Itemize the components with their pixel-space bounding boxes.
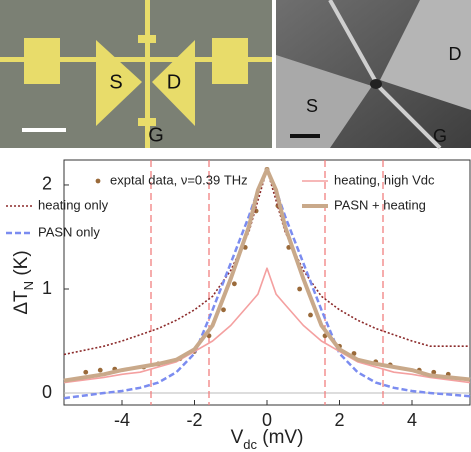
x-axis-label-part: (mV) bbox=[257, 427, 303, 448]
data-point bbox=[98, 368, 103, 373]
optical-image: S D G bbox=[0, 0, 272, 148]
x-tick-label: -4 bbox=[114, 410, 130, 430]
y-tick-label: 2 bbox=[42, 174, 52, 194]
y-tick-label: 1 bbox=[42, 278, 52, 298]
legend-label: PASN only bbox=[38, 224, 100, 239]
data-point bbox=[297, 287, 302, 292]
x-axis-label-part: V bbox=[231, 427, 244, 448]
y-tick-label: 0 bbox=[42, 382, 52, 402]
image-label: S bbox=[109, 71, 122, 93]
data-point bbox=[221, 307, 226, 312]
legend-label: PASN + heating bbox=[334, 197, 426, 212]
image-label: G bbox=[433, 126, 447, 146]
legend-marker bbox=[96, 179, 101, 184]
image-label: G bbox=[148, 124, 164, 146]
sem-image: S D G bbox=[276, 0, 471, 148]
image-label: D bbox=[449, 44, 462, 64]
x-axis-label: Vdc (mV) bbox=[231, 427, 304, 452]
y-axis-label-part: N bbox=[21, 281, 36, 290]
legend-label: heating, high Vdc bbox=[334, 172, 435, 187]
x-tick-label: -2 bbox=[186, 410, 202, 430]
x-axis-label-part: dc bbox=[243, 437, 257, 452]
legend-label: heating only bbox=[38, 197, 109, 212]
figure: S D G S D G 012-4-2024exptal data, ν=0.3… bbox=[0, 0, 471, 452]
legend-label: exptal data, ν=0.39 THz bbox=[110, 172, 248, 187]
y-axis-label-part: (K) bbox=[11, 250, 32, 281]
data-point bbox=[308, 313, 313, 318]
series-line bbox=[64, 268, 470, 382]
y-axis-label-part: ΔT bbox=[11, 290, 32, 315]
image-label: D bbox=[167, 71, 181, 93]
x-tick-label: 4 bbox=[407, 410, 417, 430]
image-label: S bbox=[306, 96, 318, 116]
data-point bbox=[232, 281, 237, 286]
x-tick-label: 2 bbox=[334, 410, 344, 430]
data-point bbox=[83, 370, 88, 375]
y-axis-label: ΔTN (K) bbox=[11, 250, 36, 314]
